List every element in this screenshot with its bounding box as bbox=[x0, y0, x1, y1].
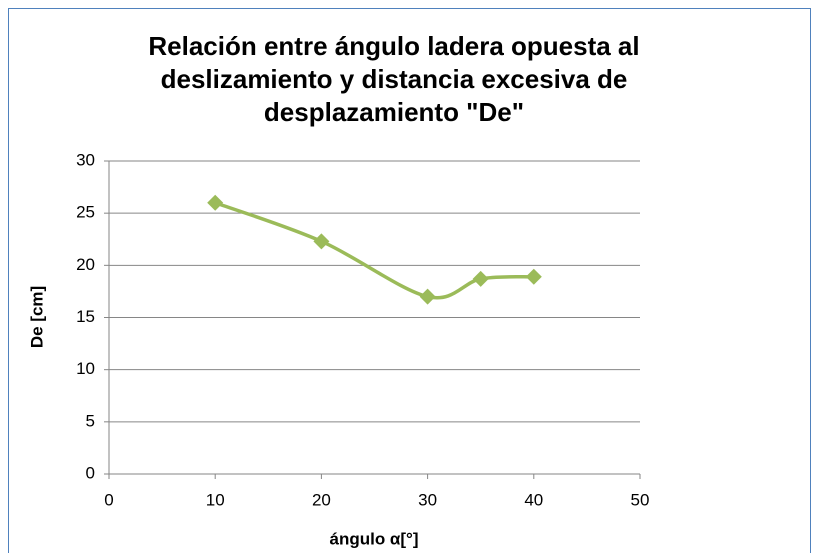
marker bbox=[313, 233, 330, 250]
y-tick-label: 15 bbox=[76, 307, 95, 326]
y-tick-label: 5 bbox=[86, 411, 95, 430]
x-tick-label: 50 bbox=[631, 490, 650, 509]
marker bbox=[525, 268, 542, 285]
y-tick-label: 20 bbox=[76, 255, 95, 274]
x-axis-label: ángulo α[°] bbox=[329, 529, 418, 548]
x-tick-label: 10 bbox=[206, 490, 225, 509]
y-tick-label: 10 bbox=[76, 359, 95, 378]
marker bbox=[207, 194, 224, 211]
x-tick-label: 20 bbox=[312, 490, 331, 509]
x-tick-label: 40 bbox=[524, 490, 543, 509]
chart-title: Relación entre ángulo ladera opuesta al … bbox=[148, 31, 640, 127]
x-tick-label: 0 bbox=[104, 490, 113, 509]
y-tick-label: 30 bbox=[76, 150, 95, 169]
x-tick-label: 30 bbox=[418, 490, 437, 509]
chart-border bbox=[8, 8, 811, 553]
marker bbox=[419, 288, 436, 305]
y-tick-label: 25 bbox=[76, 203, 95, 222]
series-line bbox=[214, 201, 534, 300]
y-tick-label: 0 bbox=[86, 463, 95, 482]
marker bbox=[472, 270, 489, 287]
y-axis-label: De [cm] bbox=[27, 286, 46, 348]
